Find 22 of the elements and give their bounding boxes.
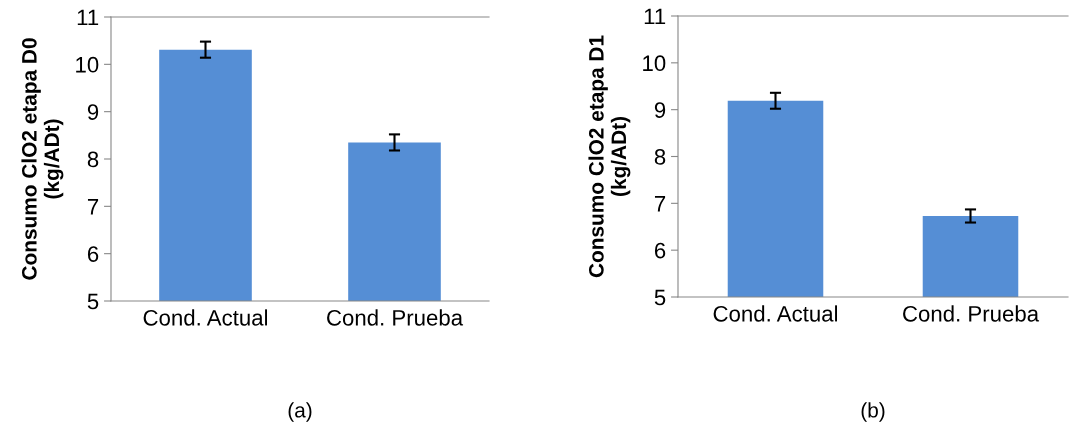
x-tick-label: Cond. Actual (143, 309, 268, 326)
y-tick-label: 8 (87, 151, 99, 168)
y-tick-label: 8 (654, 149, 666, 165)
y-tick-label: 10 (643, 55, 666, 72)
y-axis-title: Consumo ClO2 etapa D0 (kg/ADt) (21, 38, 64, 280)
text: (b) (861, 402, 885, 422)
text: (a) (288, 402, 312, 422)
y-axis-title: Consumo ClO2 etapa D1 (kg/ADt) (588, 35, 631, 278)
y-tick-label: 11 (77, 9, 99, 26)
y-tick-label: 9 (654, 102, 666, 118)
y-tick-label: 10 (76, 56, 99, 73)
y-tick-label: 11 (644, 8, 666, 25)
y-tick-label: 5 (87, 293, 99, 310)
y-tick-label: 5 (654, 289, 666, 306)
y-tick-label: 7 (87, 199, 99, 215)
y-tick-label: 7 (654, 196, 666, 212)
y-tick-label: 6 (87, 246, 99, 262)
y-tick-label: 9 (87, 104, 99, 120)
x-tick-label: Cond. Prueba (327, 309, 464, 326)
y-tick-label: 6 (654, 242, 666, 259)
x-tick-label: Cond. Prueba (903, 305, 1040, 322)
x-tick-label: Cond. Actual (713, 305, 838, 322)
